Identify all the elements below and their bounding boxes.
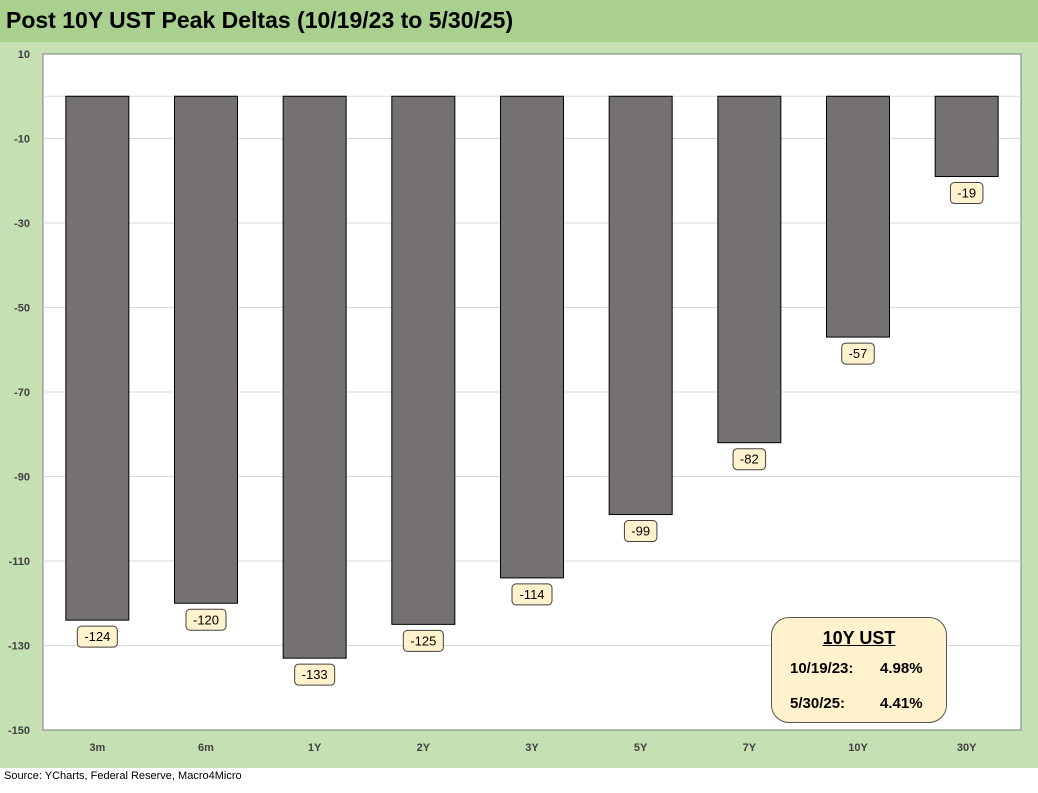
data-label-text: -133 [302,667,328,682]
data-label: -125 [402,629,444,652]
ust-yield-callout: 10Y UST 10/19/23: 4.98% 5/30/25: 4.41% [771,617,947,723]
bar-10y [826,95,890,338]
data-label-box [402,629,444,652]
y-tick-label: -130 [8,641,30,653]
x-tick-label: 6m [198,742,214,754]
data-label-text: -19 [957,186,976,201]
data-label: -120 [185,608,227,631]
callout-value: 4.98% [880,660,923,677]
callout-row-end: 5/30/25: 4.41% [790,695,923,712]
x-tick-label: 1Y [308,742,322,754]
data-label-box [511,583,553,606]
x-tick-label: 30Y [957,742,977,754]
x-tick-label: 7Y [743,742,757,754]
y-tick-label: -90 [14,472,30,484]
data-label-text: -124 [84,629,110,644]
callout-title: 10Y UST [822,628,896,648]
x-tick-label: 10Y [848,742,868,754]
x-tick-label: 2Y [417,742,431,754]
data-label-text: -82 [740,452,759,467]
data-labels: -124 -120 -133 -125 -114 -99 -82 -57 -19 [76,182,984,686]
data-label-box [185,608,227,631]
data-label-box [294,663,336,686]
data-label-box [841,342,875,365]
data-label-box [732,448,767,471]
data-label: -99 [623,520,658,543]
bar-5y [608,95,673,516]
y-tick-label: -10 [14,134,30,146]
chart-title: Post 10Y UST Peak Deltas (10/19/23 to 5/… [6,7,514,33]
x-tick-label: 3Y [525,742,539,754]
data-label-text: -114 [519,587,544,602]
bar-3m [65,95,130,621]
callout-date: 5/30/25: [790,695,846,712]
data-label: -124 [76,625,118,648]
data-label: -57 [841,342,875,365]
data-label-text: -99 [631,524,650,539]
bar-1y [282,95,347,659]
x-tick-label: 3m [89,742,105,754]
data-label: -114 [511,583,553,606]
y-axis: 10 -10 -30 -50 -70 -90 -110 -130 -150 [8,49,30,737]
y-tick-label: 10 [18,49,30,61]
data-label: -133 [294,663,336,686]
callout-date: 10/19/23: [790,660,854,677]
data-label-text: -125 [410,633,436,648]
title-bar: Post 10Y UST Peak Deltas (10/19/23 to 5/… [0,0,1038,42]
data-label: -19 [949,182,984,205]
bar-2y [391,95,456,625]
x-axis: 3m 6m 1Y 2Y 3Y 5Y 7Y 10Y 30Y [89,742,977,754]
y-tick-label: -30 [14,218,30,230]
data-label-box [949,182,984,205]
x-tick-label: 5Y [634,742,648,754]
data-label-box [623,520,658,543]
bars [65,95,999,659]
data-label-text: -120 [193,612,219,627]
bar-7y [717,95,782,444]
y-tick-label: -150 [8,725,30,737]
y-tick-label: -70 [14,387,30,399]
data-label-box [76,625,118,648]
bar-3y [500,95,564,579]
data-label-text: -57 [849,346,868,361]
y-tick-label: -110 [9,556,30,568]
bar-30y [934,95,999,178]
source-note: Source: YCharts, Federal Reserve, Macro4… [4,770,242,782]
callout-value: 4.41% [880,695,923,712]
y-tick-label: -50 [14,303,30,315]
bar-6m [174,95,238,604]
callout-row-start: 10/19/23: 4.98% [790,660,923,677]
data-label: -82 [732,448,767,471]
